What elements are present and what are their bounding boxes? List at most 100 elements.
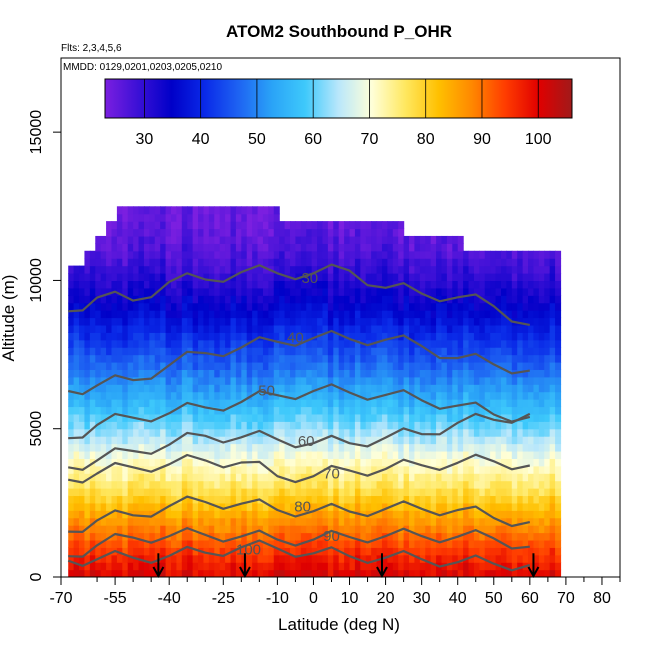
heatmap-cell — [430, 413, 437, 422]
heatmap-cell — [436, 391, 443, 400]
heatmap-cell — [452, 258, 459, 267]
heatmap-cell — [479, 510, 486, 519]
heatmap-cell — [549, 562, 556, 571]
heatmap-cell — [349, 502, 356, 511]
heatmap-cell — [219, 280, 226, 289]
heatmap-cell — [154, 399, 161, 408]
heatmap-cell — [235, 265, 242, 274]
heatmap-cell — [506, 391, 513, 400]
heatmap-cell — [506, 332, 513, 341]
heatmap-cell — [317, 317, 324, 326]
heatmap-cell — [349, 295, 356, 304]
heatmap-cell — [500, 532, 507, 541]
heatmap-cell — [533, 465, 540, 474]
heatmap-cell — [354, 399, 361, 408]
heatmap-cell — [387, 399, 394, 408]
heatmap-cell — [273, 384, 280, 393]
heatmap-cell — [225, 295, 232, 304]
heatmap-cell — [484, 250, 491, 259]
heatmap-cell — [436, 376, 443, 385]
heatmap-cell — [430, 332, 437, 341]
heatmap-cell — [106, 228, 113, 237]
heatmap-cell — [143, 235, 150, 244]
heatmap-cell — [549, 324, 556, 333]
heatmap-cell — [398, 376, 405, 385]
heatmap-cell — [198, 473, 205, 482]
heatmap-cell — [549, 436, 556, 445]
heatmap-cell — [506, 250, 513, 259]
heatmap-cell — [279, 332, 286, 341]
heatmap-cell — [511, 324, 518, 333]
heatmap-cell — [436, 554, 443, 563]
heatmap-cell — [181, 488, 188, 497]
heatmap-cell — [457, 384, 464, 393]
heatmap-cell — [111, 221, 118, 230]
heatmap-cell — [354, 332, 361, 341]
heatmap-cell — [479, 406, 486, 415]
heatmap-cell — [257, 273, 264, 282]
heatmap-cell — [311, 510, 318, 519]
heatmap-cell — [230, 221, 237, 230]
x-tick-label: -70 — [49, 590, 72, 607]
heatmap-cell — [533, 562, 540, 571]
heatmap-cell — [230, 228, 237, 237]
heatmap-cell — [425, 569, 432, 577]
heatmap-cell — [441, 428, 448, 437]
heatmap-cell — [306, 554, 313, 563]
heatmap-cell — [473, 361, 480, 370]
heatmap-cell — [235, 235, 242, 244]
heatmap-cell — [506, 495, 513, 504]
heatmap-cell — [257, 384, 264, 393]
heatmap-cell — [160, 206, 167, 215]
heatmap-cell — [68, 525, 75, 534]
heatmap-cell — [84, 450, 91, 459]
heatmap-cell — [133, 532, 140, 541]
heatmap-cell — [338, 465, 345, 474]
heatmap-cell — [116, 332, 123, 341]
heatmap-cell — [538, 525, 545, 534]
heatmap-cell — [544, 562, 551, 571]
heatmap-cell — [500, 295, 507, 304]
heatmap-cell — [214, 213, 221, 222]
heatmap-cell — [365, 399, 372, 408]
heatmap-cell — [311, 532, 318, 541]
heatmap-cell — [73, 317, 80, 326]
heatmap-cell — [84, 250, 91, 259]
heatmap-cell — [414, 369, 421, 378]
heatmap-cell — [290, 302, 297, 311]
heatmap-cell — [425, 547, 432, 556]
heatmap-cell — [533, 450, 540, 459]
heatmap-cell — [133, 339, 140, 348]
heatmap-cell — [344, 287, 351, 296]
heatmap-cell — [127, 280, 134, 289]
heatmap-cell — [89, 287, 96, 296]
heatmap-cell — [100, 361, 107, 370]
heatmap-cell — [452, 547, 459, 556]
heatmap-cell — [262, 532, 269, 541]
heatmap-cell — [181, 295, 188, 304]
heatmap-cell — [100, 295, 107, 304]
heatmap-cell — [106, 376, 113, 385]
heatmap-cell — [203, 347, 210, 356]
heatmap-cell — [84, 554, 91, 563]
heatmap-cell — [354, 517, 361, 526]
heatmap-cell — [479, 384, 486, 393]
heatmap-cell — [171, 295, 178, 304]
heatmap-cell — [500, 273, 507, 282]
heatmap-cell — [127, 473, 134, 482]
heatmap-cell — [322, 458, 329, 467]
heatmap-cell — [311, 221, 318, 230]
heatmap-cell — [246, 250, 253, 259]
heatmap-cell — [441, 480, 448, 489]
heatmap-cell — [133, 221, 140, 230]
heatmap-cell — [360, 243, 367, 252]
heatmap-cell — [441, 250, 448, 259]
heatmap-cell — [549, 413, 556, 422]
heatmap-cell — [311, 384, 318, 393]
heatmap-cell — [176, 243, 183, 252]
heatmap-cell — [198, 488, 205, 497]
heatmap-cell — [430, 243, 437, 252]
heatmap-cell — [138, 287, 145, 296]
heatmap-cell — [252, 465, 259, 474]
heatmap-cell — [490, 399, 497, 408]
